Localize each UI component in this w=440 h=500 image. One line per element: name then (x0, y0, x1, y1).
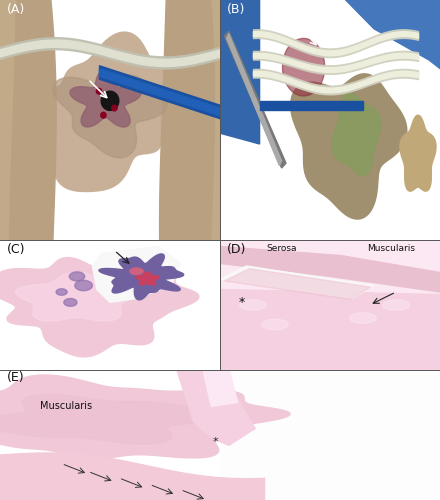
Polygon shape (53, 75, 167, 158)
Polygon shape (15, 272, 139, 321)
Polygon shape (70, 70, 141, 127)
Polygon shape (220, 240, 440, 294)
Polygon shape (240, 300, 266, 310)
Polygon shape (216, 0, 260, 144)
Polygon shape (3, 32, 209, 192)
Polygon shape (136, 272, 159, 285)
Polygon shape (224, 268, 370, 300)
Text: (A): (A) (7, 2, 25, 16)
Text: Muscularis: Muscularis (367, 244, 416, 253)
Polygon shape (400, 115, 436, 191)
Text: (C): (C) (7, 242, 25, 256)
Polygon shape (0, 258, 199, 357)
Polygon shape (101, 91, 119, 110)
Polygon shape (92, 246, 180, 302)
Polygon shape (70, 272, 85, 281)
Text: (E): (E) (7, 371, 24, 384)
Polygon shape (332, 94, 381, 176)
Polygon shape (130, 268, 143, 274)
Polygon shape (0, 375, 290, 458)
Polygon shape (220, 246, 440, 292)
Polygon shape (99, 254, 183, 300)
Polygon shape (262, 320, 288, 330)
Polygon shape (160, 0, 214, 463)
Polygon shape (112, 105, 117, 111)
Text: Muscularis: Muscularis (40, 402, 92, 411)
Polygon shape (220, 240, 440, 370)
Text: (B): (B) (227, 2, 245, 16)
Polygon shape (282, 38, 325, 96)
Polygon shape (101, 112, 106, 118)
Polygon shape (202, 368, 238, 406)
Polygon shape (220, 266, 374, 298)
Text: *: * (213, 438, 218, 448)
Polygon shape (56, 289, 67, 295)
Polygon shape (0, 0, 39, 418)
Polygon shape (181, 0, 224, 500)
Polygon shape (341, 0, 440, 72)
Polygon shape (383, 300, 409, 310)
Polygon shape (220, 290, 440, 370)
Polygon shape (0, 394, 216, 444)
Polygon shape (96, 88, 102, 94)
Polygon shape (64, 298, 77, 306)
Polygon shape (224, 31, 286, 168)
Polygon shape (75, 280, 92, 290)
Polygon shape (220, 370, 440, 500)
Polygon shape (350, 313, 376, 323)
Polygon shape (291, 74, 407, 219)
Text: Serosa: Serosa (266, 244, 297, 253)
Text: (D): (D) (227, 242, 246, 256)
Text: *: * (239, 296, 245, 309)
Polygon shape (227, 34, 282, 166)
Polygon shape (10, 0, 56, 468)
Polygon shape (176, 368, 255, 446)
